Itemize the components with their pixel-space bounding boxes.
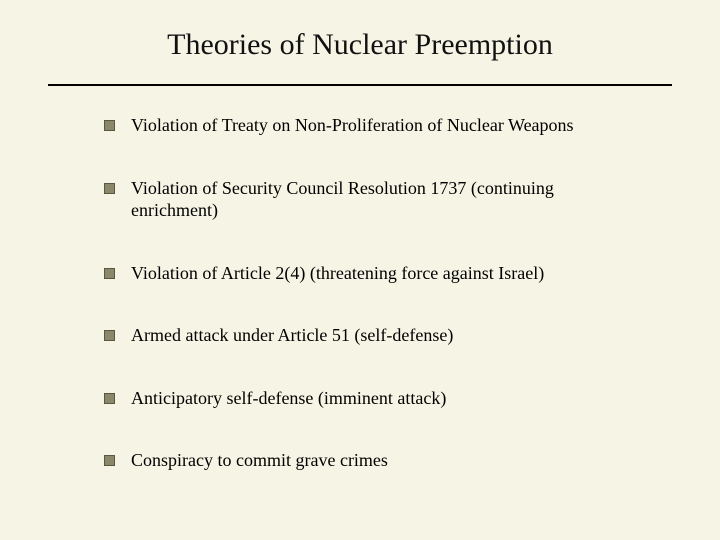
list-item-text: Violation of Treaty on Non-Proliferation…: [131, 114, 574, 137]
square-bullet-icon: [104, 268, 115, 279]
list-item-text: Conspiracy to commit grave crimes: [131, 449, 388, 472]
title-block: Theories of Nuclear Preemption: [0, 0, 720, 62]
list-item: Anticipatory self-defense (imminent atta…: [104, 387, 640, 410]
list-item-text: Armed attack under Article 51 (self-defe…: [131, 324, 453, 347]
bullet-list: Violation of Treaty on Non-Proliferation…: [0, 86, 720, 472]
slide-container: Theories of Nuclear Preemption Violation…: [0, 0, 720, 540]
list-item: Conspiracy to commit grave crimes: [104, 449, 640, 472]
square-bullet-icon: [104, 330, 115, 341]
square-bullet-icon: [104, 455, 115, 466]
list-item-text: Violation of Article 2(4) (threatening f…: [131, 262, 544, 285]
list-item-text: Anticipatory self-defense (imminent atta…: [131, 387, 446, 410]
list-item: Violation of Article 2(4) (threatening f…: [104, 262, 640, 285]
square-bullet-icon: [104, 183, 115, 194]
list-item: Armed attack under Article 51 (self-defe…: [104, 324, 640, 347]
square-bullet-icon: [104, 393, 115, 404]
list-item: Violation of Security Council Resolution…: [104, 177, 640, 222]
list-item: Violation of Treaty on Non-Proliferation…: [104, 114, 640, 137]
square-bullet-icon: [104, 120, 115, 131]
slide-title: Theories of Nuclear Preemption: [0, 28, 720, 62]
list-item-text: Violation of Security Council Resolution…: [131, 177, 640, 222]
